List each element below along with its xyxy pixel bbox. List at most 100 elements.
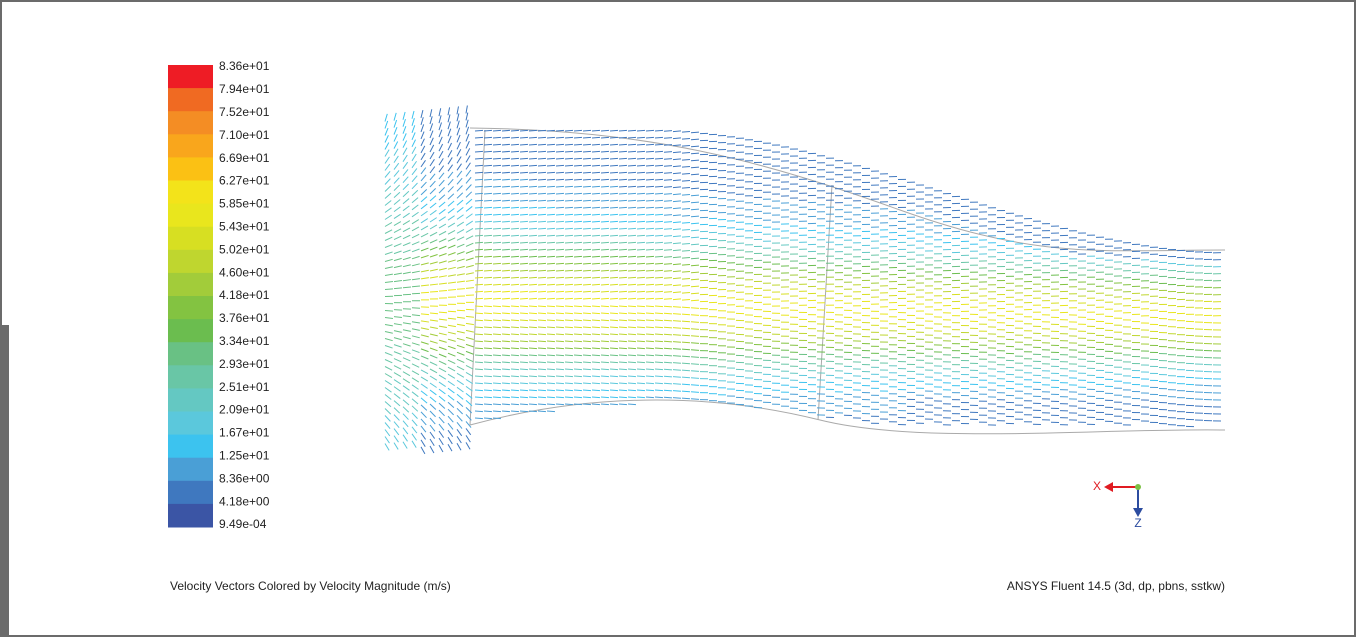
vector [691, 216, 699, 217]
vector [592, 228, 600, 229]
vector [619, 320, 627, 321]
vector [502, 172, 510, 173]
vector [565, 313, 573, 314]
vector [619, 235, 627, 236]
vector [538, 362, 546, 363]
vector [664, 236, 672, 237]
vector [601, 355, 609, 356]
vector [682, 328, 690, 329]
vector [682, 377, 690, 378]
vector [583, 291, 591, 292]
vector [511, 263, 519, 264]
vector [574, 348, 582, 349]
legend-swatch [168, 296, 213, 320]
vector [601, 249, 609, 250]
vector [475, 355, 483, 356]
vector [592, 130, 600, 131]
vector [574, 291, 582, 292]
vector [637, 221, 645, 222]
vector [682, 229, 690, 230]
vector [484, 383, 492, 384]
vector [529, 341, 537, 342]
vector [646, 355, 654, 356]
vector [502, 179, 510, 180]
vector [385, 311, 393, 312]
vector [511, 277, 519, 278]
vector [556, 327, 564, 328]
vector [646, 200, 654, 201]
vector [583, 249, 591, 250]
vector [664, 166, 672, 167]
vector [574, 376, 582, 377]
vector [556, 228, 564, 229]
vector [655, 306, 663, 307]
vector [628, 404, 636, 405]
vector [493, 327, 501, 328]
vector [682, 236, 690, 237]
vector [610, 144, 618, 145]
vector [682, 264, 690, 265]
vector [502, 383, 510, 384]
vector [664, 313, 672, 314]
vector [520, 242, 528, 243]
vector [628, 362, 636, 363]
vector [574, 263, 582, 264]
vector [628, 320, 636, 321]
vector [448, 290, 456, 291]
vector [610, 291, 618, 292]
vector [493, 130, 501, 131]
vector [565, 165, 573, 166]
vector [646, 390, 654, 391]
vector [574, 334, 582, 335]
vector [493, 390, 501, 391]
vector [664, 243, 672, 244]
vector [565, 306, 573, 307]
vector [592, 334, 600, 335]
legend-swatch [168, 157, 213, 181]
vector [628, 193, 636, 194]
vector [493, 418, 501, 419]
vector [529, 376, 537, 377]
vector [556, 263, 564, 264]
vector [682, 292, 690, 293]
legend-label: 2.93e+01 [219, 357, 270, 371]
vector [628, 186, 636, 187]
vector [610, 383, 618, 384]
vector [601, 186, 609, 187]
vector [565, 193, 573, 194]
vector [547, 390, 555, 391]
vector [547, 228, 555, 229]
vector [529, 355, 537, 356]
vector [592, 158, 600, 159]
vector [655, 334, 663, 335]
vector [484, 186, 492, 187]
vector [484, 404, 492, 405]
vector [574, 320, 582, 321]
vector [547, 313, 555, 314]
vector [538, 313, 546, 314]
vector [502, 341, 510, 342]
vector [682, 342, 690, 343]
vector [574, 207, 582, 208]
vector [511, 228, 519, 229]
vector [655, 249, 663, 250]
vector [583, 355, 591, 356]
vector [610, 306, 618, 307]
vector [511, 186, 519, 187]
vector [619, 263, 627, 264]
legend-label: 8.36e+00 [219, 471, 270, 485]
vector [673, 384, 681, 385]
vector [565, 207, 573, 208]
vector [529, 270, 537, 271]
vector [484, 228, 492, 229]
vector [610, 214, 618, 215]
vector [691, 160, 699, 161]
vector [682, 335, 690, 336]
vector [484, 418, 492, 419]
vector [592, 186, 600, 187]
vector [664, 152, 672, 153]
vector [619, 137, 627, 138]
vector [538, 390, 546, 391]
vector [547, 158, 555, 159]
vector [592, 284, 600, 285]
